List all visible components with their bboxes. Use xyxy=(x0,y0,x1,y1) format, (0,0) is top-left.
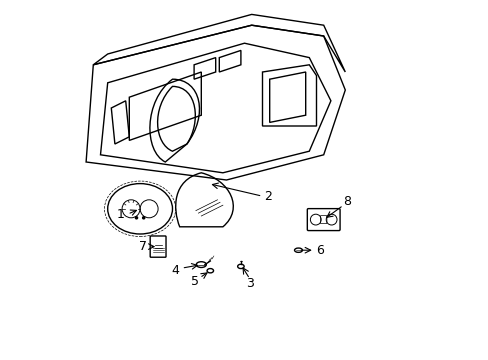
Text: 8: 8 xyxy=(343,195,350,208)
Text: 3: 3 xyxy=(245,277,253,290)
Text: 1: 1 xyxy=(116,208,124,221)
Text: 2: 2 xyxy=(264,190,271,203)
Circle shape xyxy=(142,217,144,219)
Text: 6: 6 xyxy=(316,244,324,257)
Text: 5: 5 xyxy=(191,275,199,288)
Circle shape xyxy=(135,217,137,219)
Text: 4: 4 xyxy=(171,264,179,277)
Text: 7: 7 xyxy=(139,240,147,253)
